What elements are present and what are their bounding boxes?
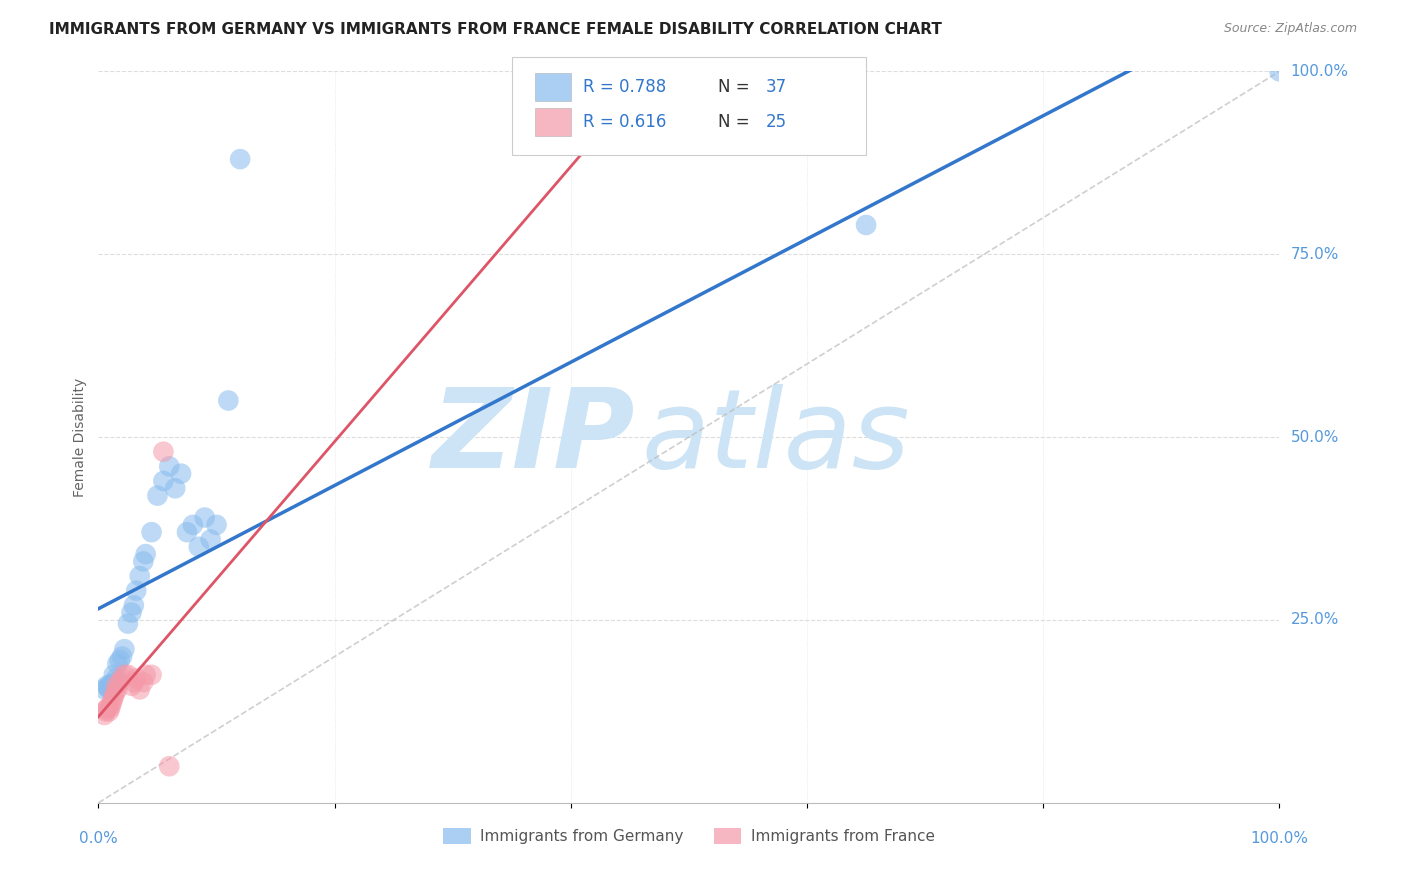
Point xyxy=(157,459,180,474)
Point xyxy=(101,680,124,694)
Point xyxy=(855,218,877,232)
Point xyxy=(187,540,209,554)
Text: N =: N = xyxy=(718,78,749,95)
FancyBboxPatch shape xyxy=(536,73,571,101)
Point xyxy=(103,690,125,704)
Text: 25: 25 xyxy=(766,112,787,131)
Point xyxy=(121,606,143,620)
Text: R = 0.788: R = 0.788 xyxy=(582,78,666,95)
Legend: Immigrants from Germany, Immigrants from France: Immigrants from Germany, Immigrants from… xyxy=(437,822,941,850)
Point xyxy=(135,667,157,681)
Point xyxy=(165,481,187,495)
Point xyxy=(97,680,120,694)
Text: 75.0%: 75.0% xyxy=(1291,247,1339,261)
Point xyxy=(105,672,128,686)
Text: atlas: atlas xyxy=(641,384,910,491)
Text: 100.0%: 100.0% xyxy=(1250,830,1309,846)
Text: N =: N = xyxy=(718,112,749,131)
Point xyxy=(117,667,139,681)
Point xyxy=(229,152,252,166)
Text: 37: 37 xyxy=(766,78,787,95)
Point xyxy=(96,679,118,693)
Point xyxy=(1268,64,1291,78)
Text: Source: ZipAtlas.com: Source: ZipAtlas.com xyxy=(1223,22,1357,36)
Point xyxy=(93,682,115,697)
Text: R = 0.616: R = 0.616 xyxy=(582,112,666,131)
Point xyxy=(111,649,134,664)
Point xyxy=(105,679,128,693)
Point xyxy=(217,393,239,408)
Text: IMMIGRANTS FROM GERMANY VS IMMIGRANTS FROM FRANCE FEMALE DISABILITY CORRELATION : IMMIGRANTS FROM GERMANY VS IMMIGRANTS FR… xyxy=(49,22,942,37)
Point xyxy=(146,489,169,503)
Point xyxy=(98,682,121,697)
Point xyxy=(98,700,121,714)
Point xyxy=(181,517,204,532)
Point xyxy=(122,599,145,613)
Point xyxy=(117,616,139,631)
Point xyxy=(100,697,122,711)
Text: 25.0%: 25.0% xyxy=(1291,613,1339,627)
Y-axis label: Female Disability: Female Disability xyxy=(73,377,87,497)
Text: 0.0%: 0.0% xyxy=(79,830,118,846)
Point xyxy=(103,667,125,681)
FancyBboxPatch shape xyxy=(512,57,866,155)
Point xyxy=(94,705,117,719)
Point xyxy=(112,667,135,681)
Point xyxy=(125,583,148,598)
Point xyxy=(128,682,150,697)
Point xyxy=(170,467,193,481)
Text: 100.0%: 100.0% xyxy=(1291,64,1348,78)
Point xyxy=(135,547,157,561)
Point xyxy=(205,517,228,532)
Text: 50.0%: 50.0% xyxy=(1291,430,1339,444)
Point xyxy=(125,672,148,686)
Point xyxy=(200,533,222,547)
Point xyxy=(152,474,174,488)
Point xyxy=(98,677,121,691)
Point xyxy=(121,679,143,693)
Point xyxy=(132,675,155,690)
Point xyxy=(96,702,118,716)
Point xyxy=(141,667,163,681)
Point xyxy=(105,682,128,697)
Point xyxy=(108,653,131,667)
Text: ZIP: ZIP xyxy=(432,384,636,491)
Point xyxy=(122,675,145,690)
Point xyxy=(111,672,134,686)
Point xyxy=(176,525,198,540)
Point xyxy=(112,642,135,657)
Point xyxy=(105,657,128,671)
Point xyxy=(194,510,217,524)
Point xyxy=(132,554,155,568)
Point xyxy=(141,525,163,540)
FancyBboxPatch shape xyxy=(536,108,571,136)
Point xyxy=(98,705,121,719)
Point xyxy=(157,759,180,773)
Point xyxy=(97,700,120,714)
Point xyxy=(104,686,127,700)
Point xyxy=(152,444,174,458)
Point xyxy=(108,675,131,690)
Point xyxy=(128,569,150,583)
Point xyxy=(104,675,127,690)
Point xyxy=(100,679,122,693)
Point xyxy=(93,708,115,723)
Point xyxy=(101,693,124,707)
